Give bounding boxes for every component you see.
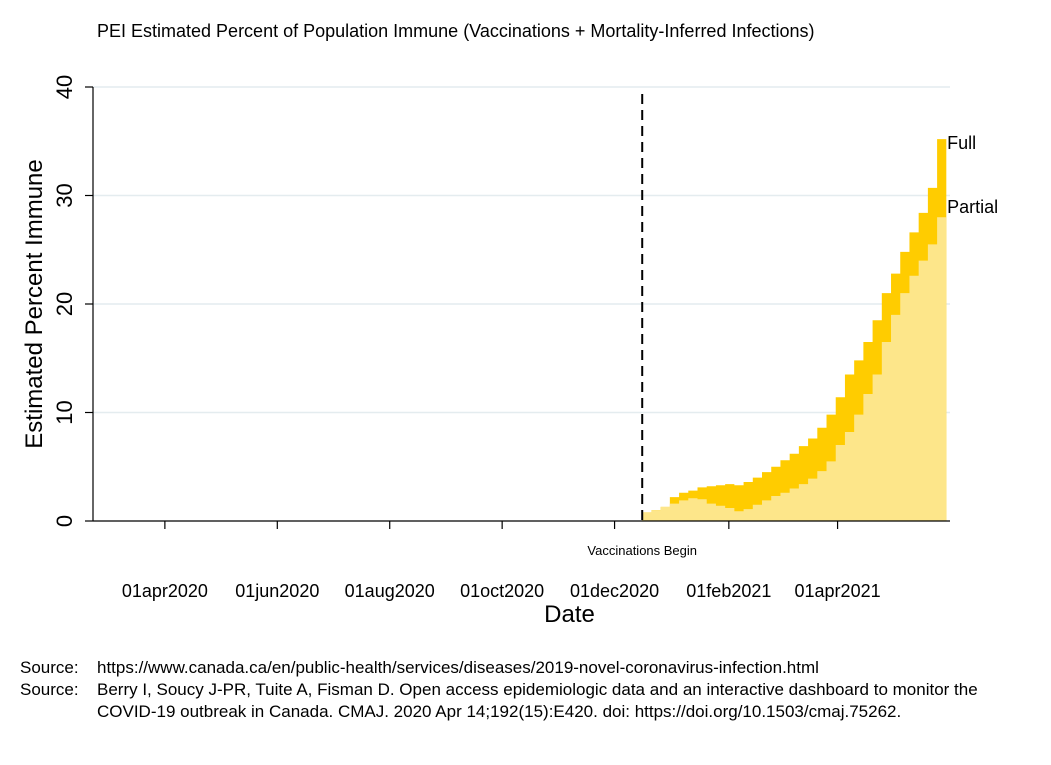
x-tick-label: 01feb2021 — [686, 581, 771, 601]
series-label-full: Full — [947, 133, 976, 153]
source-label: Source: — [20, 658, 79, 677]
y-axis-title: Estimated Percent Immune — [21, 159, 48, 448]
partial-series-area — [642, 217, 947, 521]
source-line: Source: https://www.canada.ca/en/public-… — [20, 657, 1040, 679]
vaccinations-begin-label: Vaccinations Begin — [587, 543, 697, 558]
source-label: Source: — [20, 680, 79, 699]
x-tick-label: 01apr2020 — [122, 581, 208, 601]
source-text: Berry I, Soucy J-PR, Tuite A, Fisman D. … — [97, 680, 978, 721]
chart-title: PEI Estimated Percent of Population Immu… — [97, 21, 815, 41]
x-tick-label: 01aug2020 — [345, 581, 435, 601]
x-axis-title: Date — [544, 601, 595, 628]
y-tick-label: 30 — [52, 183, 77, 207]
y-tick-label: 0 — [52, 515, 77, 527]
x-tick-label: 01apr2021 — [795, 581, 881, 601]
series-label-partial: Partial — [947, 197, 998, 217]
source-text: https://www.canada.ca/en/public-health/s… — [97, 658, 819, 677]
x-tick-label: 01jun2020 — [235, 581, 319, 601]
sources: Source: https://www.canada.ca/en/public-… — [20, 657, 1040, 723]
x-tick-label: 01dec2020 — [570, 581, 659, 601]
y-tick-label: 40 — [52, 75, 77, 99]
x-tick-label: 01oct2020 — [460, 581, 544, 601]
source-line: Source: Berry I, Soucy J-PR, Tuite A, Fi… — [20, 679, 1040, 723]
y-tick-label: 20 — [52, 292, 77, 316]
y-tick-label: 10 — [52, 400, 77, 424]
